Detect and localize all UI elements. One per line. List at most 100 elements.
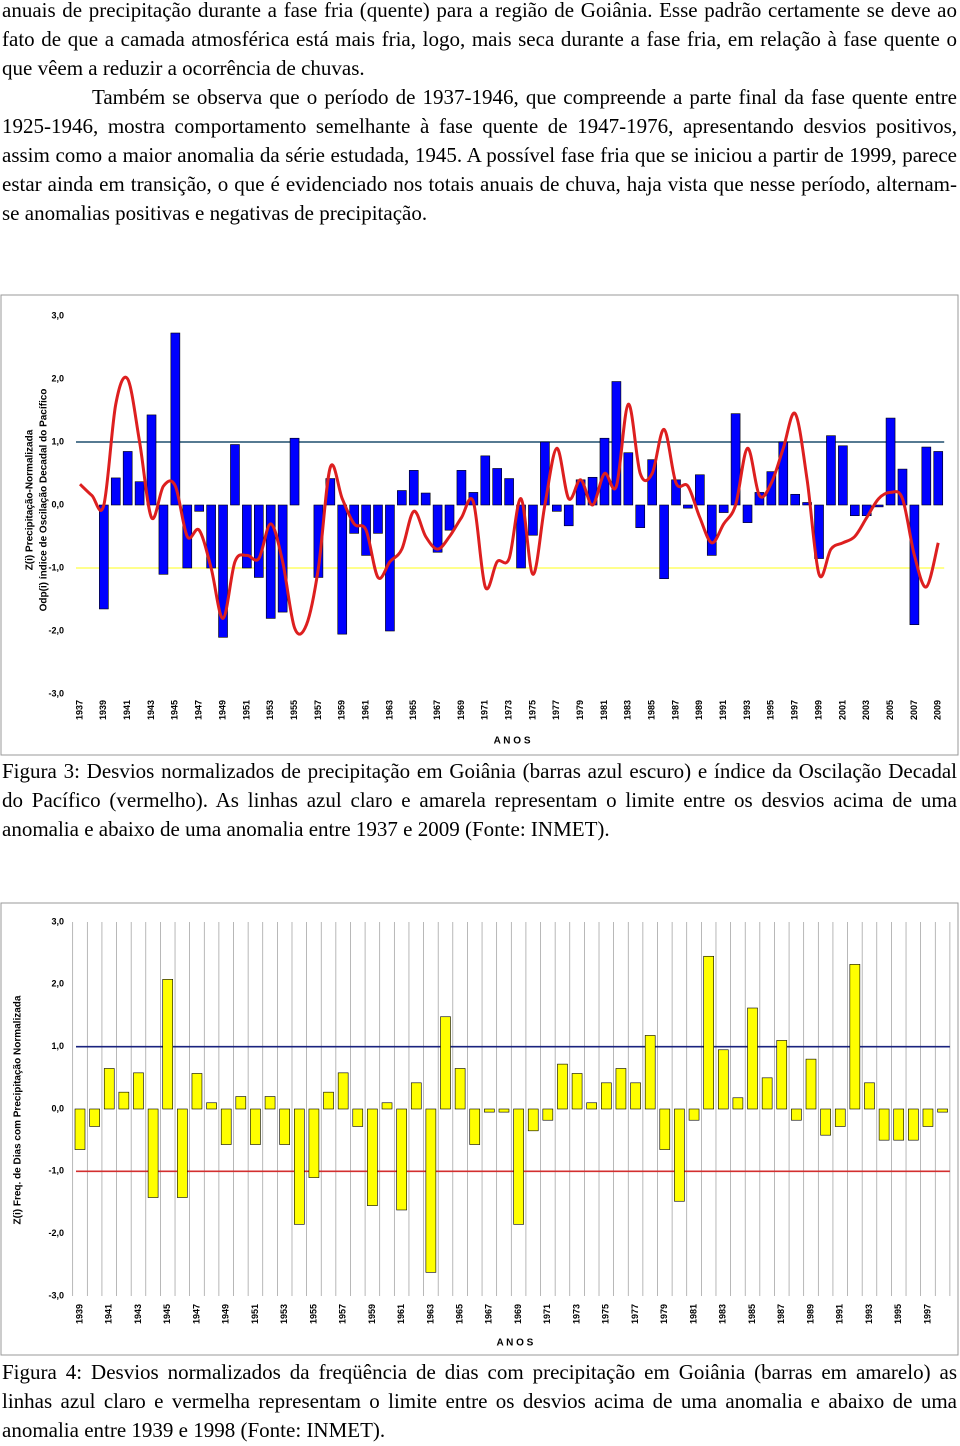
bar — [74, 1108, 86, 1150]
y-tick-label: -2,0 — [48, 1228, 64, 1238]
x-tick-label: 2005 — [885, 700, 895, 720]
bar — [118, 1091, 130, 1110]
bar — [99, 504, 109, 610]
x-tick-label: 2009 — [933, 700, 943, 720]
bar — [527, 1108, 539, 1132]
bar — [674, 1108, 685, 1202]
x-tick-label: 1959 — [337, 700, 347, 720]
y-tick-label: -3,0 — [48, 1290, 64, 1300]
bar — [440, 1016, 451, 1110]
bar — [820, 1108, 831, 1136]
bar — [480, 455, 491, 506]
bar — [444, 504, 455, 531]
x-tick-label: 1947 — [191, 1304, 201, 1324]
bar — [933, 451, 944, 506]
paragraph: Também se observa que o período de 1937-… — [2, 85, 957, 225]
bar — [397, 490, 407, 506]
x-tick-label: 1967 — [432, 700, 442, 720]
bar — [381, 1102, 393, 1110]
bar — [885, 417, 896, 506]
bar — [170, 332, 181, 506]
bar — [644, 1035, 656, 1110]
bar — [218, 504, 228, 638]
bar — [586, 1102, 598, 1110]
bar — [162, 979, 174, 1110]
bar — [778, 441, 789, 506]
bar — [420, 492, 431, 506]
bar — [563, 504, 574, 527]
x-tick-label: 1987 — [670, 700, 680, 720]
bar — [630, 1082, 641, 1110]
y-axis-label: Z(i) Freq. de Dias com Precipitação Norm… — [13, 995, 24, 1224]
x-tick-label: 1985 — [647, 700, 657, 720]
bar — [776, 1040, 788, 1110]
bar — [133, 1072, 144, 1110]
figure-caption: Figura 3: Desvios normalizados de precip… — [2, 759, 957, 841]
bar — [878, 1108, 890, 1141]
x-tick-label: 1961 — [396, 1304, 406, 1324]
bar — [265, 504, 276, 619]
figure-caption: Figura 4: Desvios normalizados da freqüê… — [2, 1360, 957, 1442]
x-tick-label: 1953 — [265, 700, 275, 720]
bar — [147, 1108, 159, 1198]
x-tick-label: 1943 — [146, 700, 156, 720]
bar — [110, 477, 121, 506]
bar — [337, 1072, 349, 1110]
bar — [191, 1073, 203, 1110]
bar — [146, 414, 157, 506]
x-tick-label: 1965 — [454, 1304, 464, 1324]
bar — [254, 504, 264, 578]
bar — [158, 504, 169, 575]
x-tick-label: 1981 — [599, 700, 609, 720]
x-tick-label: 2001 — [837, 700, 847, 720]
bar — [367, 1108, 378, 1206]
bar — [623, 452, 634, 506]
x-tick-label: 1973 — [503, 700, 513, 720]
bar — [235, 1096, 247, 1110]
bar — [279, 1108, 290, 1145]
bar — [122, 451, 133, 506]
bar — [542, 1108, 554, 1121]
x-tick-label: 1995 — [766, 700, 776, 720]
bar — [922, 1108, 934, 1127]
y-tick-label: -3,0 — [48, 688, 64, 698]
bar — [456, 470, 467, 506]
bar — [528, 504, 538, 536]
bar — [551, 504, 562, 512]
x-tick-label: 1999 — [813, 700, 823, 720]
x-tick-label: 2007 — [909, 700, 919, 720]
x-tick-label: 1965 — [408, 700, 418, 720]
bar — [615, 1068, 627, 1110]
x-tick-label: 1955 — [289, 700, 299, 720]
x-tick-label: 1997 — [922, 1304, 932, 1324]
bar — [826, 435, 836, 506]
x-tick-label: 1941 — [122, 700, 132, 720]
x-tick-label: 1939 — [98, 700, 108, 720]
bar — [761, 1077, 773, 1110]
bar — [410, 1082, 422, 1110]
bar — [177, 1108, 188, 1198]
bar — [557, 1063, 568, 1110]
bar — [89, 1108, 100, 1127]
bar — [838, 445, 848, 506]
x-tick-label: 1963 — [384, 700, 394, 720]
x-tick-label: 1957 — [313, 700, 323, 720]
chart: -3,0 -2,0 -1,0 0,0 1,0 2,0 3,0 Z(i) Freq. de Di… — [0, 902, 959, 1356]
x-tick-label: 1953 — [279, 1304, 289, 1324]
bar — [408, 470, 419, 506]
y-tick-label: 2,0 — [51, 373, 64, 383]
chart-frame — [0, 294, 959, 756]
bar — [718, 504, 729, 513]
bar — [571, 1073, 583, 1110]
bar — [791, 1108, 802, 1121]
x-tick-label: 1939 — [74, 1304, 84, 1324]
x-tick-label: 1985 — [747, 1304, 757, 1324]
x-axis-label: A N O S — [494, 736, 531, 747]
bar — [293, 1108, 305, 1225]
bar — [432, 504, 443, 553]
x-tick-label: 1951 — [250, 1304, 260, 1324]
x-tick-label: 1975 — [601, 1304, 611, 1324]
bar — [647, 459, 657, 506]
bar — [802, 502, 812, 506]
bar — [790, 493, 801, 506]
